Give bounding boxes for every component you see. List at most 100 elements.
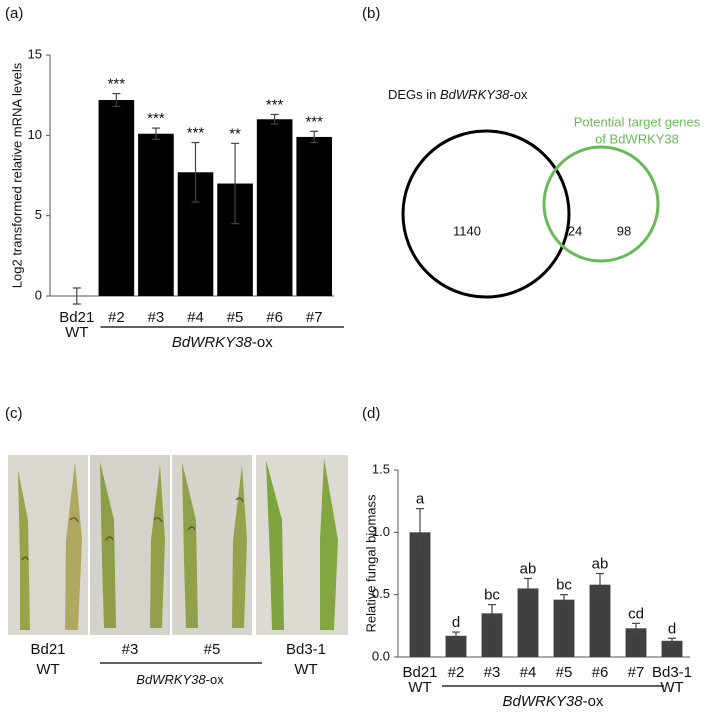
bar [138,133,174,296]
group-label: BdWRKY38-ox [172,334,273,351]
panel-label: (c) [5,405,23,422]
x-tick-label: Bd3-1 [652,664,692,681]
error-bar [668,637,676,644]
error-bar [596,572,604,597]
set-label-part: -ox [509,87,528,102]
set-circle [401,129,571,299]
error-bar [231,142,240,225]
x-tick-label: WT [65,324,88,341]
bar [553,599,575,657]
bar [589,584,611,657]
significance-label: *** [147,110,165,127]
x-tick-label: #4 [520,664,537,681]
leaf [100,462,116,628]
error-bar [72,287,81,305]
set-label-part: BdWRKY38 [440,87,510,102]
leaf [320,458,338,630]
x-tick-label: #6 [592,664,609,681]
significance-label: d [452,614,460,631]
set-label: Potential target genes [574,114,701,129]
x-tick-label: #7 [628,664,645,681]
error-bar [452,631,460,641]
x-tick-label: #6 [266,309,283,326]
leaf [266,460,284,630]
panel-label: (a) [5,5,23,22]
leaf [182,462,198,628]
significance-label: ** [229,125,241,142]
x-tick-label: #2 [108,309,125,326]
bar [256,119,293,297]
leaf [150,465,165,628]
error-bar [632,622,640,634]
significance-label: cd [628,605,644,622]
x-tick-label: #7 [306,309,323,326]
significance-label: ab [592,555,609,572]
group-label-plain: -ox [206,672,225,687]
panel-label: (d) [362,405,380,422]
leaf [65,462,82,630]
error-bar [270,113,279,125]
photo-label: WT [36,661,59,678]
set-label: of BdWRKY38 [595,131,679,146]
significance-label: *** [266,96,284,113]
error-bar [191,141,200,203]
y-tick-label: 0 [35,287,42,302]
error-bar [488,604,496,623]
significance-label: *** [108,76,126,93]
significance-label: bc [556,577,572,594]
region-count: 24 [568,223,582,238]
y-tick-label: 10 [28,127,42,142]
photo-label: Bd21 [30,641,65,658]
photo-label: #3 [122,641,139,658]
y-axis-label: Log2 transformed relative mRNA levels [9,62,24,288]
group-label-italic: BdWRKY38 [136,672,206,687]
bar [661,640,683,657]
significance-label: d [668,620,676,637]
group-label-plain: -ox [252,334,273,351]
x-tick-label: #3 [148,309,165,326]
x-tick-label: WT [408,679,431,696]
error-bar [112,92,121,108]
leaf [232,465,247,628]
significance-label: *** [305,113,323,130]
y-tick-label: 0.5 [372,586,390,601]
group-label-italic: BdWRKY38 [503,693,584,710]
bar [481,613,503,657]
bar [98,99,135,296]
significance-label: ab [520,560,537,577]
x-tick-label: #5 [227,309,244,326]
x-tick-label: #5 [556,664,573,681]
significance-label: bc [484,587,500,604]
y-tick-label: 15 [28,46,42,61]
x-tick-label: WT [660,679,683,696]
x-tick-label: #2 [448,664,465,681]
bar [517,588,539,657]
y-tick-label: 1.5 [372,461,390,476]
significance-label: *** [187,125,205,142]
bar [296,136,333,296]
photo-label: WT [294,661,317,678]
set-label: DEGs in BdWRKY38-ox [388,87,528,102]
y-tick-label: 0.0 [372,648,390,663]
photo-label: Bd3-1 [286,641,326,658]
group-label: BdWRKY38-ox [503,693,604,710]
error-bar [560,594,568,606]
group-label: BdWRKY38-ox [136,672,224,687]
y-tick-label: 1.0 [372,524,390,539]
region-count: 98 [617,223,631,238]
significance-label: a [416,491,425,508]
x-tick-label: #4 [187,309,204,326]
group-label-italic: BdWRKY38 [172,334,253,351]
set-circle [542,145,660,263]
leaf [18,470,30,630]
group-label-plain: -ox [583,693,604,710]
bar [409,532,431,657]
panel-label: (b) [362,5,380,22]
y-tick-label: 5 [35,207,42,222]
error-bar [416,508,424,557]
x-tick-label: #3 [484,664,501,681]
bar [445,635,467,657]
y-axis-label: Relative fungal biomass [363,494,378,633]
x-tick-label: Bd21 [402,664,437,681]
